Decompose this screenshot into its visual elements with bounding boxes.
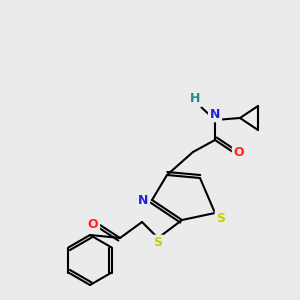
Text: O: O (234, 146, 244, 158)
Text: O: O (88, 218, 98, 232)
Text: N: N (210, 107, 220, 121)
Text: H: H (190, 92, 200, 106)
Text: S: S (154, 236, 163, 250)
Text: S: S (217, 212, 226, 224)
Text: N: N (138, 194, 148, 206)
